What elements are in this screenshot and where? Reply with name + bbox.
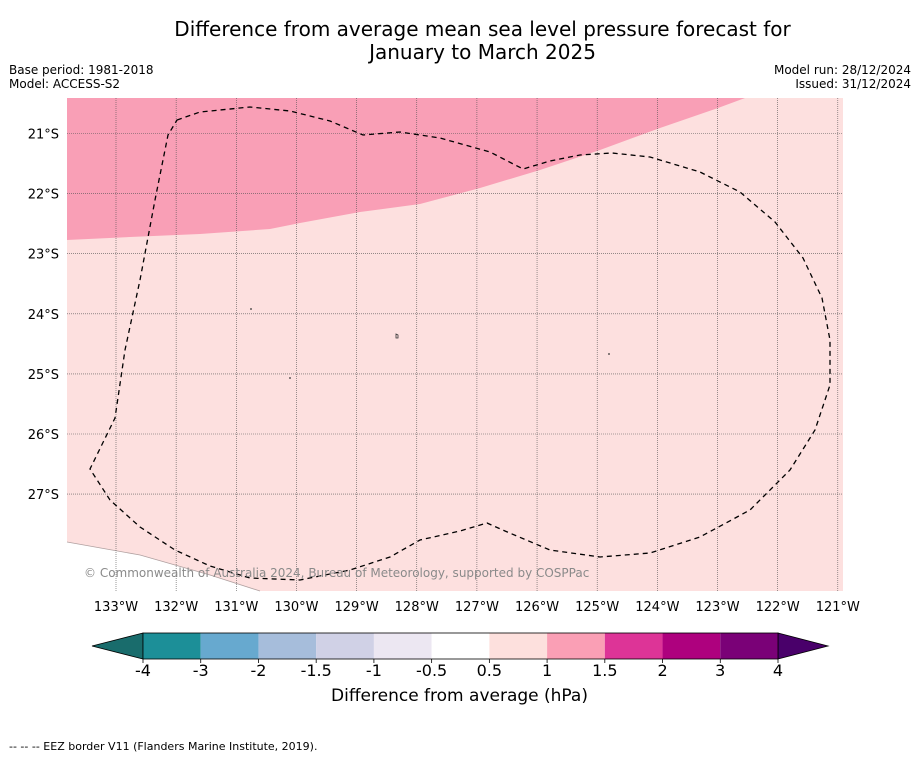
lon-label: 130°W [274,600,318,615]
island-marker [289,377,291,379]
lon-label: 129°W [335,600,379,615]
longitude-labels: 133°W 132°W 131°W 130°W 129°W 128°W 127°W 126°W… [94,600,860,615]
lon-label: 127°W [455,600,499,615]
map-area: © Commonwealth of Australia 2024, Bureau… [66,98,843,592]
colorbar-tick-label: 0.5 [477,661,502,680]
issued-text: Issued: 31/12/2024 [795,77,911,91]
lat-label: 23°S [28,248,59,263]
lon-label: 125°W [575,600,619,615]
lon-label: 126°W [515,600,559,615]
island-marker [608,353,610,355]
lat-label: 25°S [28,368,59,383]
colorbar: -4 -3 -2 -1.5 -1 -0.5 0.5 1 1.5 2 3 4 [91,632,830,680]
colorbar-tick-label: -0.5 [416,661,447,680]
lon-label: 123°W [695,600,739,615]
info-left: Base period: 1981-2018 Model: ACCESS-S2 [9,63,154,91]
footer-note: -- -- -- EEZ border V11 (Flanders Marine… [9,740,318,753]
colorbar-segment [431,633,490,659]
colorbar-segment [316,633,374,659]
pressure-band-white [67,542,260,591]
colorbar-segment [547,633,605,659]
colorbar-tick-label: 3 [715,661,725,680]
colorbar-tick-label: -3 [193,661,209,680]
colorbar-segment [720,633,778,659]
island-marker [395,333,399,339]
colorbar-segment [604,633,663,659]
title-line-2: January to March 2025 [369,40,596,64]
chart-title: Difference from average mean sea level p… [0,18,919,64]
lat-label: 21°S [28,128,59,143]
graticule [67,98,843,591]
colorbar-tick-label: 2 [657,661,667,680]
base-period-text: Base period: 1981-2018 [9,63,154,77]
lon-label: 128°W [395,600,439,615]
model-text: Model: ACCESS-S2 [9,77,121,91]
island-marker [250,308,252,310]
colorbar-extend-high [777,632,830,660]
colorbar-tick-label: -1.5 [301,661,332,680]
colorbar-segment [258,633,317,659]
lon-label: 131°W [214,600,258,615]
colorbar-tick-label: -4 [135,661,151,680]
lon-label: 132°W [154,600,198,615]
lon-label: 124°W [635,600,679,615]
lat-label: 24°S [28,308,59,323]
lat-label: 26°S [28,428,59,443]
colorbar-segment [373,633,432,659]
eez-border [89,106,831,581]
colorbar-segment [143,633,201,659]
lon-label: 121°W [816,600,860,615]
colorbar-tick-label: 1 [542,661,552,680]
colorbar-tick-label: -2 [250,661,266,680]
colorbar-label: Difference from average (hPa) [331,686,588,706]
colorbar-tick-label: -1 [366,661,382,680]
colorbar-extend-low [91,632,144,660]
copyright-text: © Commonwealth of Australia 2024, Bureau… [84,566,589,580]
colorbar-frame [142,632,779,660]
latitude-labels: 21°S 22°S 23°S 24°S 25°S 26°S 27°S [28,128,59,504]
lon-label: 133°W [94,600,138,615]
colorbar-segment [200,633,259,659]
lat-label: 27°S [28,488,59,503]
title-line-1: Difference from average mean sea level p… [174,17,791,41]
colorbar-tick-label: 1.5 [592,661,617,680]
colorbar-segment [662,633,721,659]
colorbar-tick-label: 4 [773,661,783,680]
colorbar-segment [489,633,548,659]
lon-label: 122°W [756,600,800,615]
pressure-band-white-edge [66,541,261,592]
info-right: Model run: 28/12/2024 Issued: 31/12/2024 [774,63,911,91]
model-run-text: Model run: 28/12/2024 [773,63,911,77]
lat-label: 22°S [28,188,59,203]
